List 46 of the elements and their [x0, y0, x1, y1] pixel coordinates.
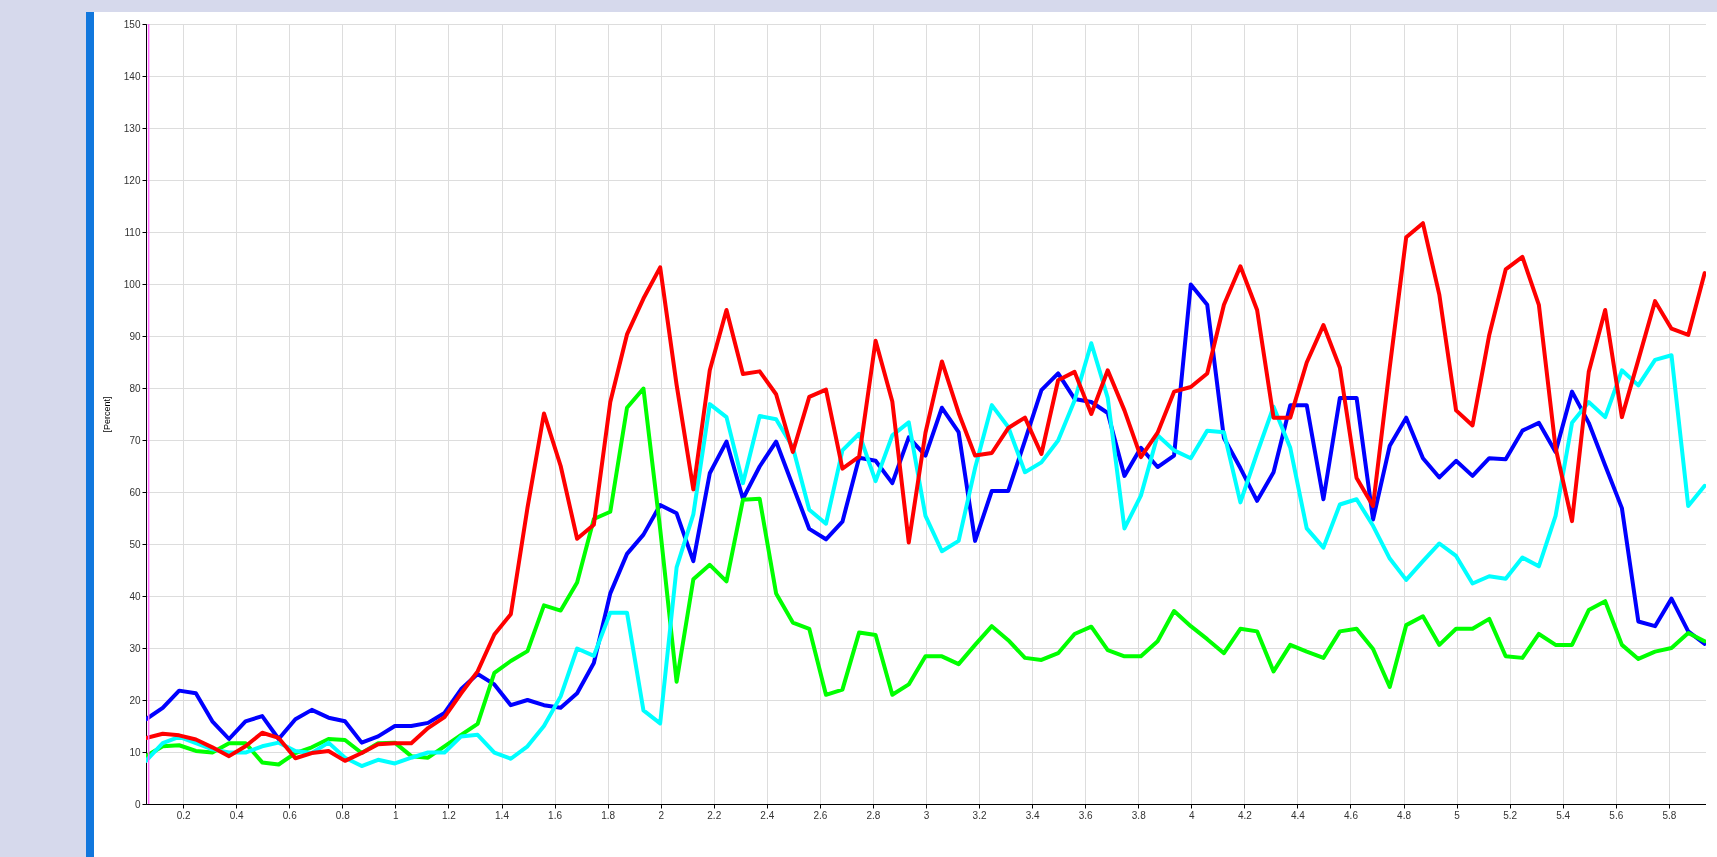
y-tick-label: 90 [129, 330, 141, 342]
y-tick-label: 80 [129, 382, 141, 394]
x-tick-label: 0.6 [282, 809, 298, 821]
x-tick-label: 5.2 [1503, 809, 1518, 821]
x-tick-label: 2 [658, 809, 665, 821]
y-tick-label: 100 [123, 278, 141, 290]
x-tick-label: 5.4 [1556, 809, 1571, 821]
x-tick-label: 1.2 [442, 809, 457, 821]
y-tick-label: 60 [129, 486, 141, 498]
y-tick-label: 150 [123, 18, 141, 30]
x-tick-label: 2.6 [813, 809, 828, 821]
x-tick-label: 1.4 [495, 809, 510, 821]
x-tick-label: 4.6 [1344, 809, 1359, 821]
y-tick-label: 110 [124, 226, 141, 238]
y-tick-label: 70 [129, 434, 141, 446]
y-tick-label: 0 [134, 798, 141, 810]
y-axis-title: [Percent] [101, 396, 112, 433]
x-tick-label: 3.2 [972, 809, 987, 821]
y-tick-label: 20 [129, 694, 141, 706]
y-tick-label: 140 [123, 70, 141, 82]
x-tick-label: 1 [393, 809, 400, 821]
x-tick-label: 5.6 [1609, 809, 1624, 821]
x-tick-label: 5.8 [1662, 809, 1677, 821]
x-tick-label: 4.8 [1397, 809, 1412, 821]
y-tick-label: 50 [129, 538, 141, 550]
x-tick-label: 0.2 [176, 809, 192, 821]
x-tick-label: 2.8 [866, 809, 881, 821]
x-tick-label: 3.4 [1025, 809, 1041, 821]
x-tick-label: 0.4 [229, 809, 245, 821]
y-tick-label: 120 [123, 174, 141, 186]
x-tick-label: 2.4 [760, 809, 775, 821]
y-tick-label: 10 [129, 746, 141, 758]
x-tick-label: 3.6 [1078, 809, 1094, 821]
x-tick-label: 4.2 [1237, 809, 1253, 821]
y-tick-label: 40 [129, 590, 141, 602]
x-tick-label: 1.8 [601, 809, 616, 821]
x-tick-label: 2.2 [707, 809, 722, 821]
x-tick-label: 3.8 [1131, 809, 1147, 821]
x-tick-label: 5 [1454, 809, 1461, 821]
x-tick-label: 1.6 [548, 809, 563, 821]
y-tick-label: 30 [129, 642, 141, 654]
x-tick-label: 0.8 [335, 809, 351, 821]
x-tick-label: 3 [923, 809, 930, 821]
y-tick-label: 130 [123, 122, 141, 134]
x-tick-label: 4.4 [1290, 809, 1306, 821]
x-tick-label: 4 [1189, 809, 1196, 821]
